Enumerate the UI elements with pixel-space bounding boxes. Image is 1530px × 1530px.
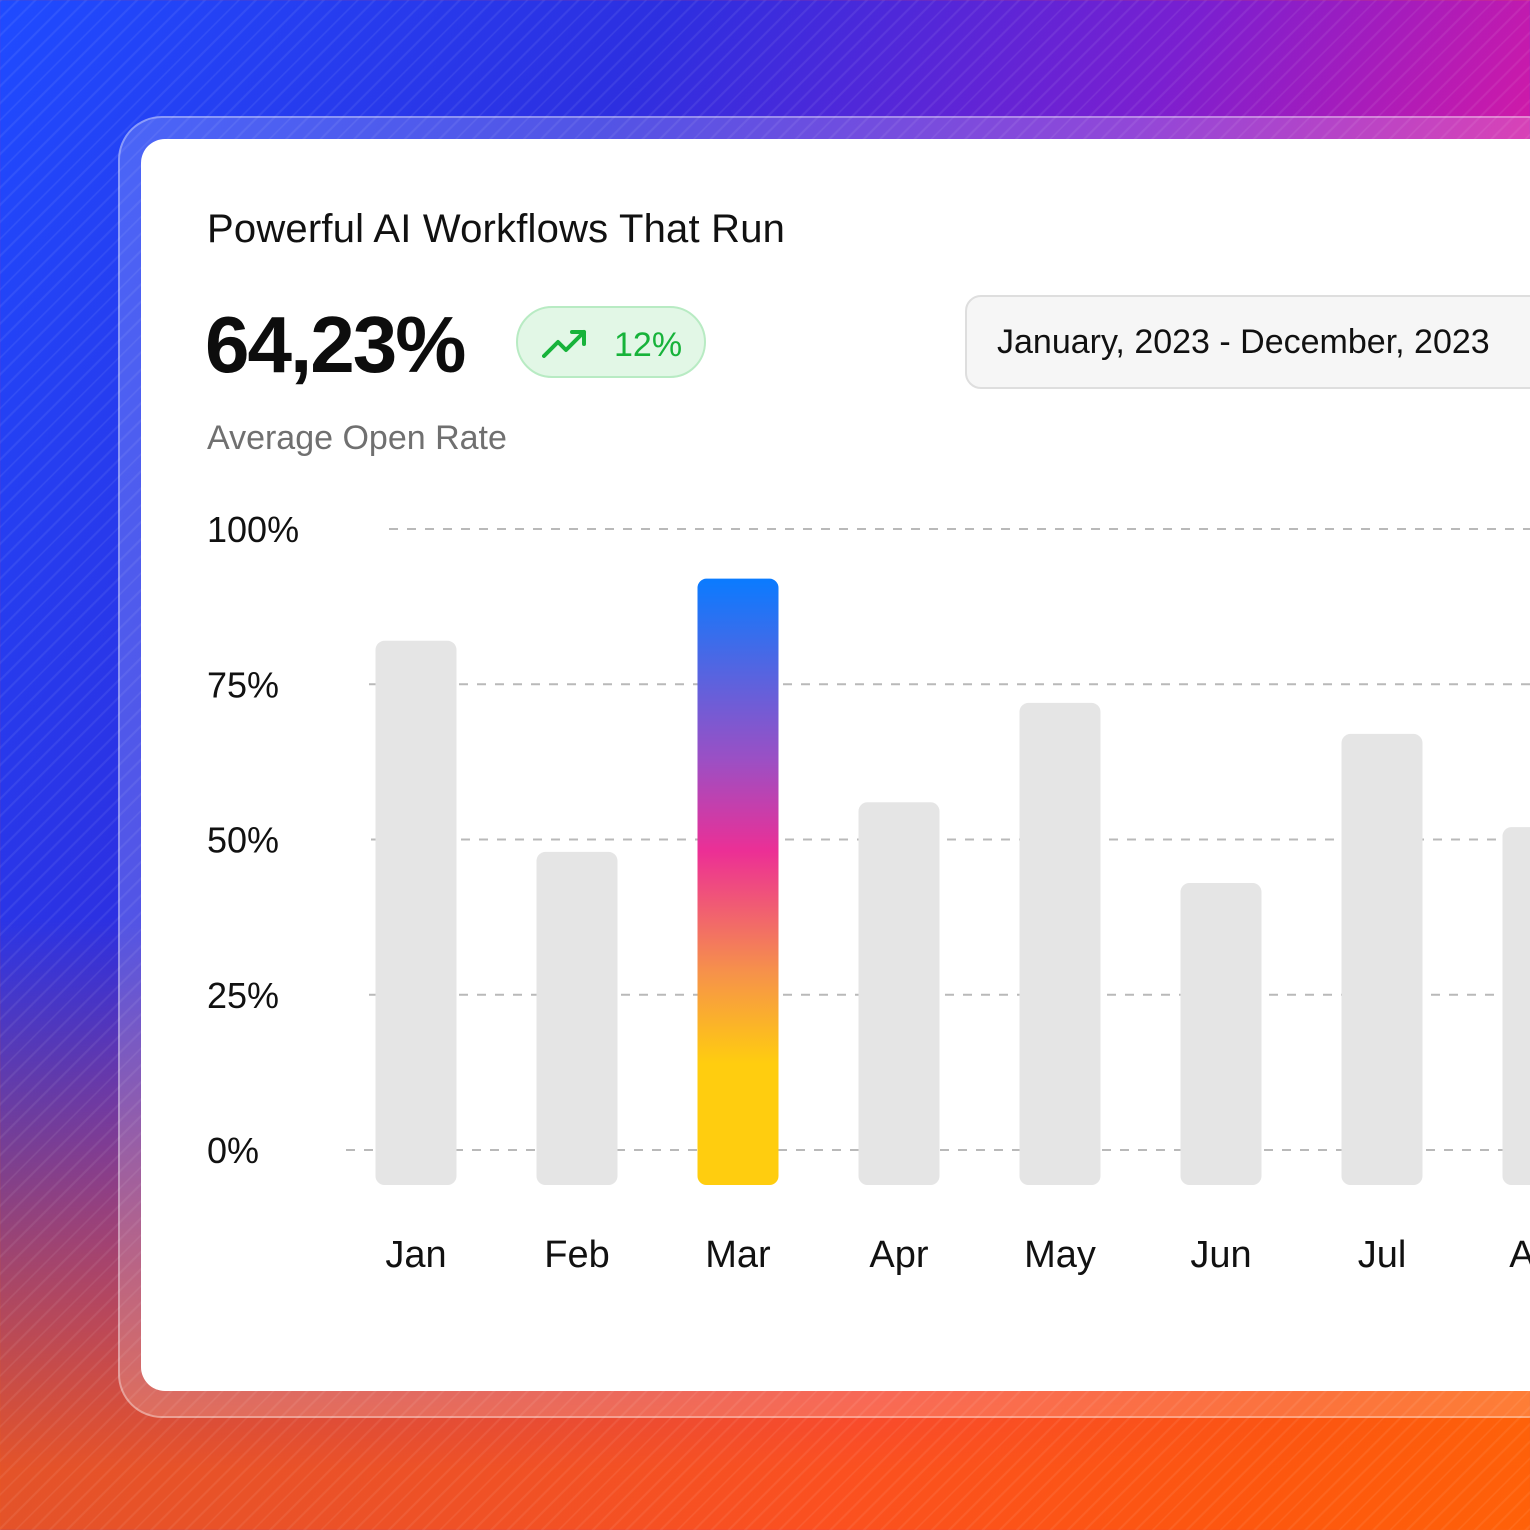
y-tick-label: 75% [207,664,279,705]
x-tick-label: Jan [385,1234,446,1276]
x-tick-label: Aug [1509,1234,1530,1276]
bar [858,802,940,1185]
bar [536,851,618,1185]
bar [1019,702,1101,1185]
open-rate-bar-chart: 0% 25% 50% 75% 100% Jan Feb Mar Apr May Jun Jul Aug [207,509,1530,1276]
x-tick-label: Jun [1190,1234,1251,1276]
x-tick-label: May [1024,1234,1096,1276]
trend-percentage: 12% [614,326,683,364]
x-tick-label: Apr [869,1234,928,1276]
y-tick-label: 100% [207,509,299,550]
kpi-subtitle: Average Open Rate [207,419,507,457]
average-open-rate-value: 64,23% [205,300,466,389]
date-range-picker[interactable]: January, 2023 - December, 2023 [965,295,1530,389]
open-rate-card: Powerful AI Workflows That Run 64,23% 12… [141,139,1530,1391]
x-tick-label: Feb [544,1234,609,1276]
bar [375,640,457,1185]
x-tick-label: Jul [1358,1234,1407,1276]
trending-up-icon [542,330,586,358]
bar [1341,733,1423,1185]
y-tick-label: 25% [207,975,279,1016]
y-tick-label: 50% [207,820,279,861]
bar-highlighted [697,578,779,1185]
y-tick-label: 0% [207,1130,259,1171]
bar [1180,882,1262,1185]
x-tick-label: Mar [705,1234,771,1276]
bar [1502,827,1530,1185]
trend-badge: 12% [516,306,706,378]
card-title: Powerful AI Workflows That Run [207,207,786,251]
